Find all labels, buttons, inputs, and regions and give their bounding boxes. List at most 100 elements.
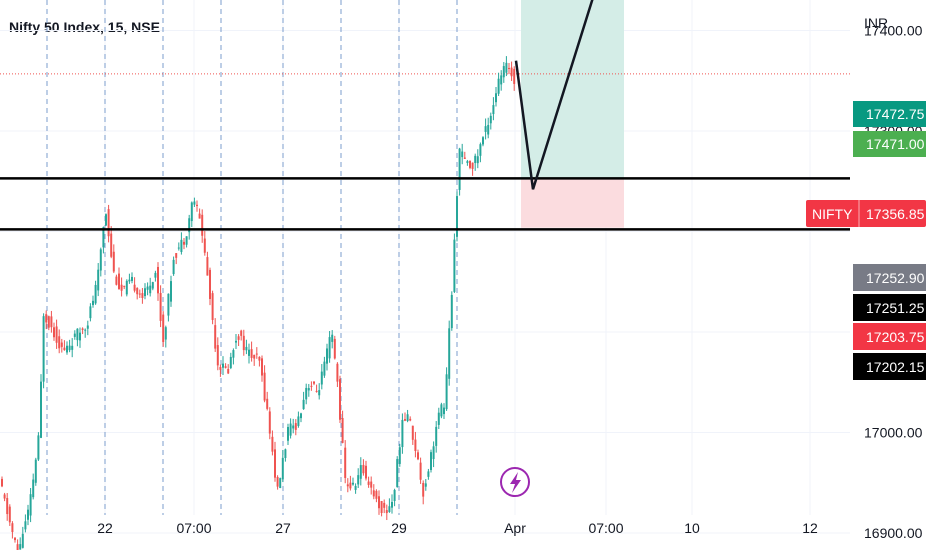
candle-body xyxy=(383,502,386,508)
candle-body xyxy=(453,239,456,292)
price-tick-label: 16900.00 xyxy=(864,525,923,541)
candle-body xyxy=(359,465,362,479)
candle-body xyxy=(1,478,3,487)
candle-body xyxy=(24,521,27,530)
candle-body xyxy=(365,465,367,479)
candle-body xyxy=(175,253,178,258)
grid xyxy=(0,0,850,534)
candle-body xyxy=(331,334,334,342)
candle-body xyxy=(305,387,308,400)
candle-body xyxy=(268,411,271,434)
candle-body xyxy=(391,501,393,508)
tag-lower-line: 17202.15 xyxy=(853,353,926,380)
candle-body xyxy=(141,293,144,298)
candle-body xyxy=(372,490,375,497)
candle-body xyxy=(487,124,490,135)
candle-body xyxy=(229,356,232,369)
long-position-target-zone[interactable] xyxy=(521,0,624,179)
projection-path[interactable] xyxy=(514,0,600,190)
candle-body xyxy=(489,115,492,124)
candle-body xyxy=(37,435,40,460)
candle-body xyxy=(333,338,336,359)
candle-body xyxy=(136,288,139,295)
candle-body xyxy=(448,328,451,379)
candle-body xyxy=(510,67,513,77)
candle-body xyxy=(84,329,87,331)
candle-body xyxy=(409,418,412,421)
candle-body xyxy=(211,293,214,320)
candle-body xyxy=(469,160,471,168)
candle-body xyxy=(492,105,495,115)
candle-body xyxy=(180,239,183,253)
svg-text:17251.25: 17251.25 xyxy=(866,300,925,316)
candle-body xyxy=(328,337,331,359)
candle-body xyxy=(237,336,240,340)
candle-body xyxy=(482,137,484,145)
candle-body xyxy=(313,381,315,384)
candle-body xyxy=(79,332,81,341)
candle-body xyxy=(138,293,141,295)
candle-body xyxy=(474,155,477,164)
candle-body xyxy=(513,68,516,84)
svg-text:17202.15: 17202.15 xyxy=(866,359,925,375)
time-tick-label: 12 xyxy=(802,520,818,536)
long-position-stop-zone[interactable] xyxy=(521,178,624,228)
candle-body xyxy=(276,477,279,487)
svg-text:17252.90: 17252.90 xyxy=(866,270,925,286)
candle-body xyxy=(378,496,380,509)
candle-body xyxy=(279,478,282,489)
candle-body xyxy=(92,300,94,306)
candle-body xyxy=(456,196,458,237)
candle-body xyxy=(435,426,438,446)
candle-body xyxy=(219,367,222,370)
candle-body xyxy=(209,269,211,299)
time-tick-label: 27 xyxy=(275,520,291,536)
candle-body xyxy=(32,479,35,498)
candle-body xyxy=(6,497,9,515)
candle-body xyxy=(214,325,217,349)
candle-body xyxy=(266,398,269,409)
candle-body xyxy=(341,418,344,443)
candle-body xyxy=(250,349,253,358)
candle-body xyxy=(68,345,71,351)
candle-body xyxy=(34,459,37,483)
lightning-icon[interactable] xyxy=(500,467,530,497)
candle-body xyxy=(323,361,326,376)
candle-body xyxy=(216,345,219,366)
time-axis-ticks: 22 07:00 27 29 Apr 07:00 10 12 xyxy=(97,520,818,536)
candle-body xyxy=(445,374,448,410)
candle-body xyxy=(315,390,318,392)
candle-body xyxy=(443,407,445,415)
candle-body xyxy=(404,419,406,421)
candle-body xyxy=(76,328,79,341)
candle-body xyxy=(107,209,110,237)
candle-body xyxy=(396,459,399,487)
candle-body xyxy=(193,201,196,205)
candlestick-series[interactable] xyxy=(1,56,516,550)
candle-body xyxy=(120,284,123,291)
candle-body xyxy=(128,279,131,282)
tag-upper-target: 17472.75 xyxy=(853,101,926,127)
candle-body xyxy=(188,218,191,233)
candle-body xyxy=(206,257,209,276)
candle-body xyxy=(118,273,120,289)
candle-body xyxy=(300,413,302,419)
candle-body xyxy=(21,533,24,548)
candle-body xyxy=(198,213,201,219)
candle-body xyxy=(19,544,22,550)
candle-body xyxy=(177,247,180,249)
candle-body xyxy=(430,452,432,471)
tag-entry-b: 17251.25 xyxy=(853,294,926,321)
candle-body xyxy=(417,452,419,460)
candle-body xyxy=(346,484,349,487)
candle-body xyxy=(224,366,227,368)
candle-body xyxy=(42,316,45,382)
candle-body xyxy=(411,425,414,440)
time-tick-label: 10 xyxy=(684,520,700,536)
time-tick-label: 22 xyxy=(97,520,113,536)
candle-body xyxy=(3,494,6,499)
time-tick-label: 07:00 xyxy=(588,520,623,536)
candle-body xyxy=(458,148,461,190)
candle-body xyxy=(466,161,469,163)
